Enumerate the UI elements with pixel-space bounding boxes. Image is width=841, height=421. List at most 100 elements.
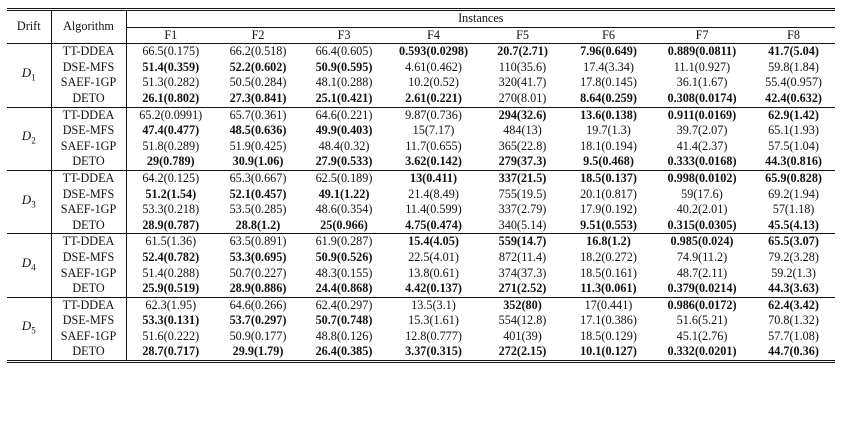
result-cell: 51.8(0.289) xyxy=(142,138,200,153)
result-cell: 337(21.5) xyxy=(480,169,565,187)
result-cell: 48.4(0.32) xyxy=(318,138,370,153)
result-cell: 53.7(0.297) xyxy=(229,313,287,328)
drift-subscript: 4 xyxy=(31,262,36,273)
result-cell: 3.62(0.142) xyxy=(405,154,462,169)
result-cell: 15.3(1.61) xyxy=(408,313,459,328)
result-cell: 48.1(0.288) xyxy=(315,75,373,90)
result-cell: 271(2.52) xyxy=(498,281,547,296)
result-cell: 13.8(0.61) xyxy=(408,265,459,280)
result-cell: 42.4(0.632) xyxy=(765,90,822,105)
results-table: Drift Algorithm Instances F1 F2 F3 F4 F5 F6 F7… xyxy=(7,7,836,364)
result-cell: 62.4(3.42) xyxy=(752,296,836,314)
table-row: SAEF-1GP 51.8(0.289) 51.9(0.425) 48.4(0.32)… xyxy=(7,138,835,155)
table-row: DETO 26.1(0.802) 27.3(0.841) 25.1(0.421) 2.6… xyxy=(7,90,835,108)
result-cell: 3.37(0.315) xyxy=(405,344,462,359)
result-cell: 27.9(0.533) xyxy=(315,154,373,169)
result-cell: 4.61(0.462) xyxy=(405,59,462,74)
result-cell: 64.6(0.221) xyxy=(301,106,387,124)
result-cell: 374(37.3) xyxy=(498,265,547,280)
drift-symbol: D xyxy=(21,64,32,80)
algorithm-name: DSE-MFS xyxy=(51,313,127,329)
result-cell: 41.4(2.37) xyxy=(676,138,728,153)
result-cell: 17.4(3.34) xyxy=(583,59,634,74)
result-cell: 17.1(0.386) xyxy=(580,313,637,328)
result-cell: 10.2(0.52) xyxy=(408,75,459,90)
result-cell: 0.332(0.0201) xyxy=(667,344,737,359)
algorithm-name: DSE-MFS xyxy=(51,59,127,76)
algorithm-name: SAEF-1GP xyxy=(51,202,127,218)
result-cell: 7.96(0.649) xyxy=(565,43,652,60)
result-cell: 17.8(0.145) xyxy=(580,75,637,90)
table-row: DETO 28.9(0.787) 28.8(1.2) 25(0.966) 4.75(0.… xyxy=(7,217,835,234)
table-row: DETO 29(0.789) 30.9(1.06) 27.9(0.533) 3.62(0… xyxy=(7,154,835,171)
result-cell: 48.8(0.126) xyxy=(315,328,373,343)
result-cell: 53.3(0.695) xyxy=(229,249,287,264)
result-cell: 45.5(4.13) xyxy=(768,217,819,232)
result-cell: 65.3(0.667) xyxy=(215,169,301,187)
result-cell: 18.1(0.194) xyxy=(580,138,637,153)
result-cell: 16.8(1.2) xyxy=(565,233,652,250)
algorithm-name: DETO xyxy=(51,344,127,362)
result-cell: 18.2(0.272) xyxy=(580,249,637,264)
result-cell: 0.889(0.0811) xyxy=(652,43,752,60)
function-header-f3: F3 xyxy=(301,26,387,44)
table-row: DSE-MFS 51.2(1.54) 52.1(0.457) 49.1(1.22) 21… xyxy=(7,186,835,203)
result-cell: 272(2.15) xyxy=(498,344,547,359)
result-cell: 69.2(1.94) xyxy=(768,186,819,201)
result-cell: 0.333(0.0168) xyxy=(667,154,737,169)
result-cell: 25.1(0.421) xyxy=(315,90,373,105)
result-cell: 45.1(2.76) xyxy=(676,328,728,343)
result-cell: 65.1(1.93) xyxy=(768,123,819,138)
algorithm-name: TT-DDEA xyxy=(51,106,127,124)
table-row: SAEF-1GP 53.3(0.218) 53.5(0.285) 48.6(0.354… xyxy=(7,202,835,218)
result-cell: 18.5(0.137) xyxy=(565,169,652,187)
drift-symbol: D xyxy=(21,191,32,207)
function-header-f7: F7 xyxy=(652,26,752,44)
results-table-container: Drift Algorithm Instances F1 F2 F3 F4 F5 F6 F7… xyxy=(7,7,836,364)
function-header-f6: F6 xyxy=(565,26,652,44)
result-cell: 13.5(3.1) xyxy=(387,296,480,314)
result-cell: 51.4(0.359) xyxy=(142,59,200,74)
function-header-f5: F5 xyxy=(480,26,565,44)
result-cell: 352(80) xyxy=(480,296,565,314)
result-cell: 28.8(1.2) xyxy=(235,217,281,232)
result-cell: 41.7(5.04) xyxy=(752,43,836,60)
result-cell: 401(39) xyxy=(503,328,542,343)
drift-symbol: D xyxy=(21,128,32,144)
result-cell: 110(35.6) xyxy=(498,59,547,74)
table-row: D5 TT-DDEA 62.3(1.95) 64.6(0.266) 62.4(0.297… xyxy=(7,296,836,364)
result-cell: 17.9(0.192) xyxy=(580,202,637,217)
table-row: DSE-MFS 52.4(0.782) 53.3(0.695) 50.9(0.526)… xyxy=(7,249,835,266)
result-cell: 62.9(1.42) xyxy=(752,106,836,124)
table-row: DETO 25.9(0.519) 28.9(0.886) 24.4(0.868) 4.4… xyxy=(7,281,835,298)
result-cell: 11.7(0.655) xyxy=(405,138,462,153)
table-row: D1 TT-DDEA 66.5(0.175) 66.2(0.518) 66.4(0.60… xyxy=(7,43,836,108)
drift-label: D2 xyxy=(7,106,52,171)
table-row: D2 TT-DDEA 65.2(0.0991) 65.7(0.361) 64.6(0.2… xyxy=(7,106,836,171)
result-cell: 28.9(0.787) xyxy=(142,217,200,232)
result-cell: 0.315(0.0305) xyxy=(667,217,737,232)
result-cell: 61.9(0.287) xyxy=(301,233,387,250)
result-cell: 484(13) xyxy=(503,123,542,138)
result-cell: 18.5(0.129) xyxy=(580,328,637,343)
result-cell: 51.2(1.54) xyxy=(145,186,197,201)
result-cell: 59.2(1.3) xyxy=(771,265,816,280)
result-cell: 20.1(0.817) xyxy=(580,186,637,201)
result-cell: 70.8(1.32) xyxy=(768,313,819,328)
result-cell: 20.7(2.71) xyxy=(480,43,565,60)
drift-subscript: 2 xyxy=(31,135,36,146)
algorithm-name: TT-DDEA xyxy=(51,169,127,187)
result-cell: 365(22.8) xyxy=(498,138,547,153)
result-cell: 340(5.14) xyxy=(498,217,547,232)
result-cell: 64.2(0.125) xyxy=(126,169,215,187)
result-cell: 57(1.18) xyxy=(772,202,815,217)
result-cell: 18.5(0.161) xyxy=(580,265,637,280)
result-cell: 51.3(0.282) xyxy=(142,75,200,90)
result-cell: 28.7(0.717) xyxy=(142,344,200,359)
result-cell: 294(32.6) xyxy=(480,106,565,124)
result-cell: 50.5(0.284) xyxy=(229,75,287,90)
result-cell: 57.7(1.08) xyxy=(768,328,819,343)
result-cell: 17(0.441) xyxy=(565,296,652,314)
result-cell: 48.7(2.11) xyxy=(676,265,728,280)
result-cell: 65.5(3.07) xyxy=(752,233,836,250)
